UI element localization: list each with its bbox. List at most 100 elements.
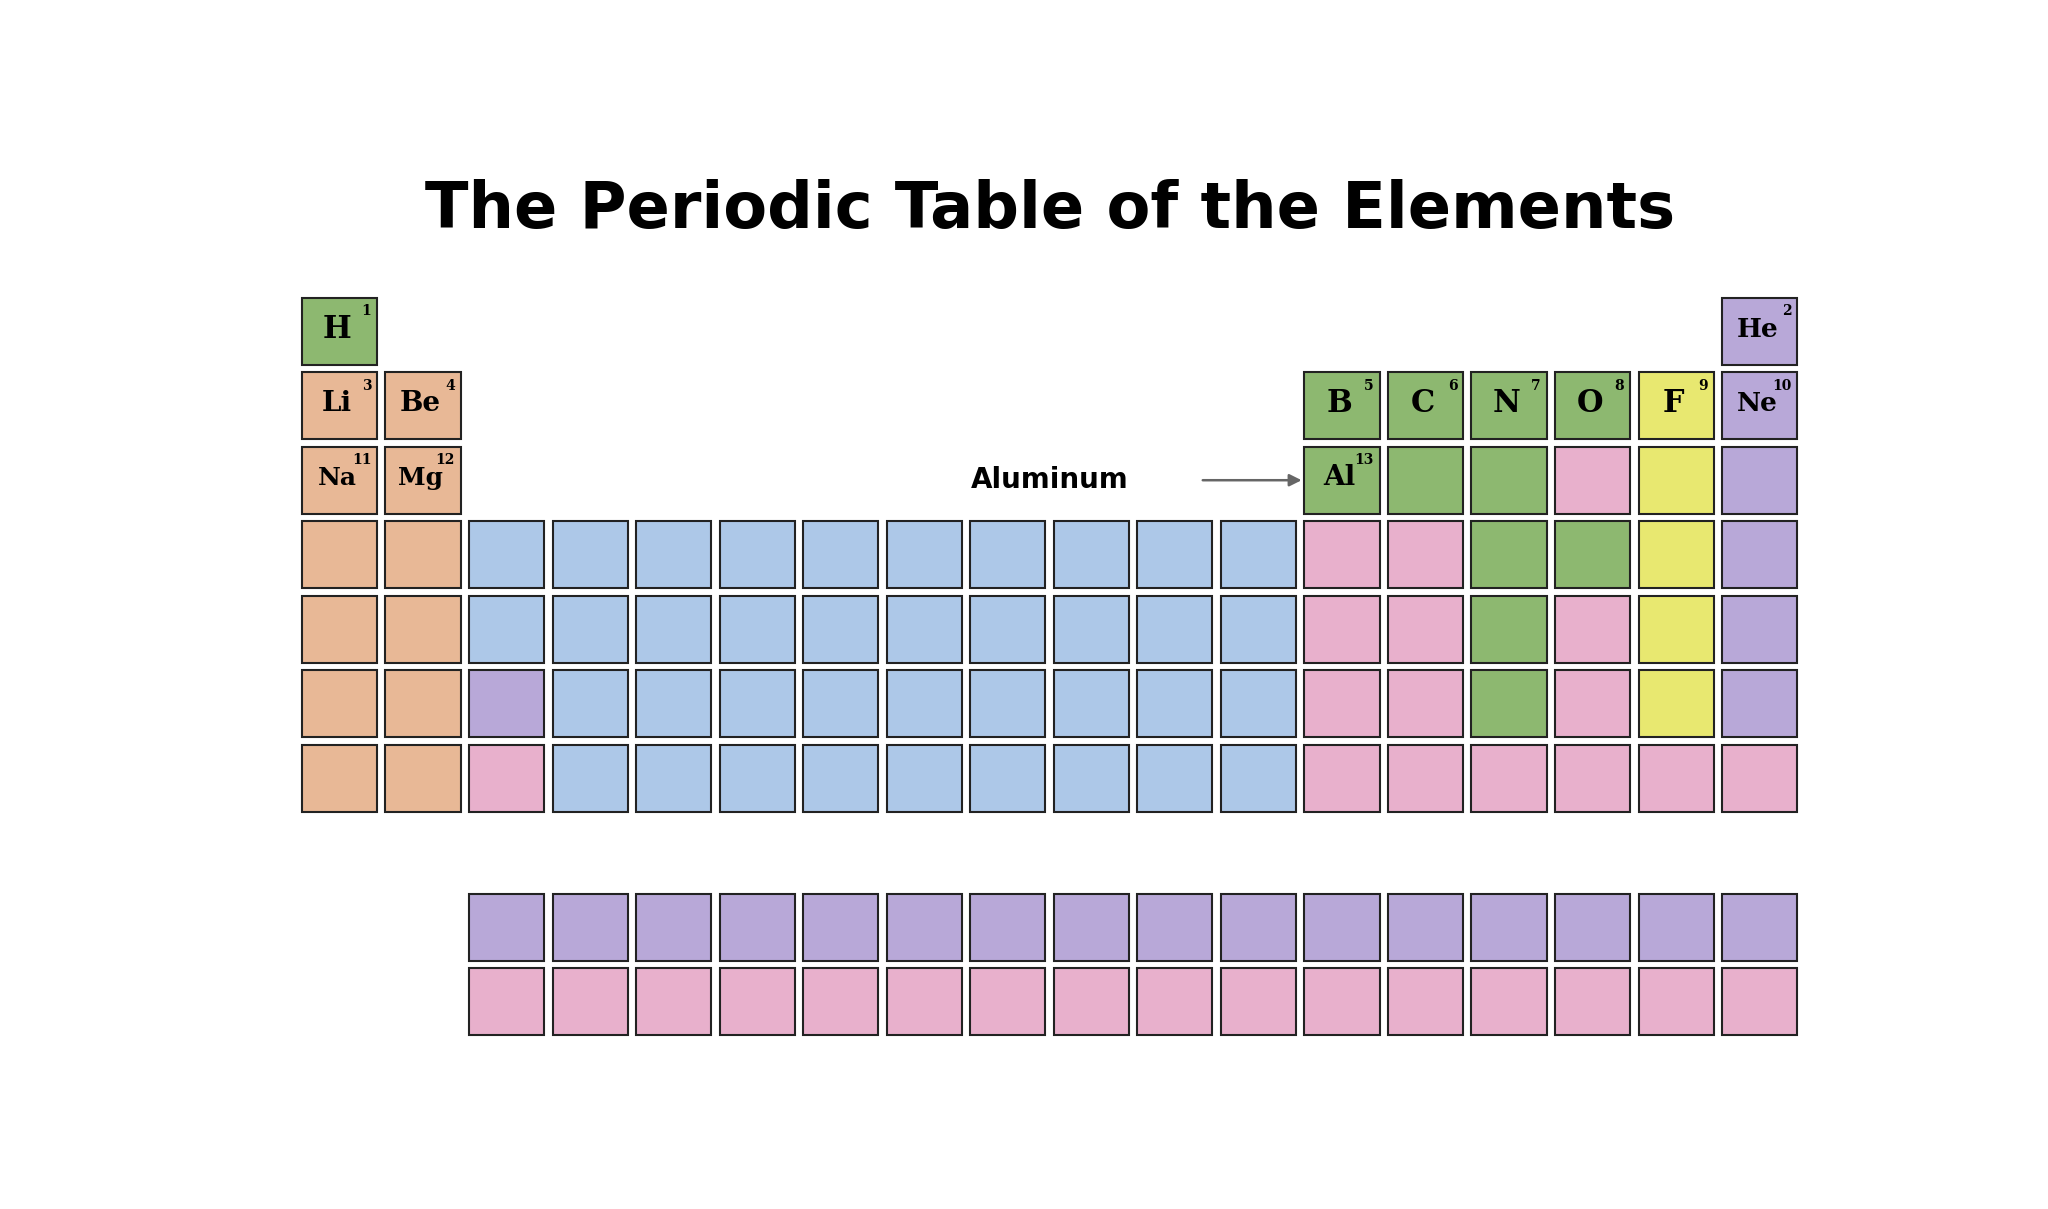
Bar [301, 745, 377, 811]
Bar [469, 968, 545, 1035]
Bar [971, 596, 1044, 663]
Bar [301, 670, 377, 737]
Text: Aluminum: Aluminum [971, 467, 1128, 494]
Text: 3: 3 [362, 378, 371, 393]
Text: 1: 1 [362, 305, 371, 318]
Bar [1554, 521, 1630, 589]
Bar [803, 596, 879, 663]
Bar [553, 745, 629, 811]
Bar [1722, 968, 1798, 1035]
Bar [1470, 893, 1546, 961]
Text: 10: 10 [1772, 378, 1792, 393]
Bar [1638, 596, 1714, 663]
Bar [1638, 968, 1714, 1035]
Text: 6: 6 [1448, 378, 1458, 393]
Bar [469, 745, 545, 811]
Bar [1554, 596, 1630, 663]
Bar [301, 596, 377, 663]
Bar [1722, 596, 1798, 663]
Bar [1137, 745, 1212, 811]
Bar [637, 968, 711, 1035]
Bar [1554, 372, 1630, 439]
Bar [1470, 521, 1546, 589]
Bar [887, 968, 963, 1035]
Bar [469, 893, 545, 961]
Bar [469, 596, 545, 663]
Bar [719, 893, 795, 961]
Bar [1137, 893, 1212, 961]
Bar [1554, 893, 1630, 961]
Text: The Periodic Table of the Elements: The Periodic Table of the Elements [424, 179, 1675, 241]
Bar [1305, 670, 1380, 737]
Bar [719, 596, 795, 663]
Bar [1638, 893, 1714, 961]
Bar [1722, 745, 1798, 811]
Text: He: He [1737, 317, 1778, 341]
Text: F: F [1663, 388, 1683, 420]
Bar [719, 670, 795, 737]
Text: C: C [1411, 388, 1436, 420]
Bar [1389, 745, 1462, 811]
Text: 8: 8 [1614, 378, 1624, 393]
Bar [1554, 745, 1630, 811]
Text: Mg: Mg [397, 465, 442, 490]
Bar [887, 745, 963, 811]
Bar [1554, 446, 1630, 514]
Bar [1554, 670, 1630, 737]
Bar [1470, 372, 1546, 439]
Text: O: O [1577, 388, 1604, 420]
Text: Na: Na [317, 465, 356, 490]
Bar [1055, 745, 1128, 811]
Bar [1638, 372, 1714, 439]
Bar [719, 968, 795, 1035]
Bar [469, 670, 545, 737]
Bar [971, 670, 1044, 737]
Bar [1389, 968, 1462, 1035]
Bar [1055, 968, 1128, 1035]
Bar [301, 446, 377, 514]
Bar [971, 893, 1044, 961]
Bar [637, 596, 711, 663]
Bar [1305, 372, 1380, 439]
Bar [385, 446, 461, 514]
Bar [1055, 893, 1128, 961]
Text: 4: 4 [444, 378, 455, 393]
Bar [553, 670, 629, 737]
Bar [1389, 521, 1462, 589]
Bar [971, 745, 1044, 811]
Bar [385, 670, 461, 737]
Text: B: B [1327, 388, 1352, 420]
Bar [1470, 446, 1546, 514]
Bar [971, 968, 1044, 1035]
Bar [887, 670, 963, 737]
Bar [1470, 745, 1546, 811]
Bar [1722, 446, 1798, 514]
Bar [1638, 521, 1714, 589]
Bar [1221, 670, 1296, 737]
Bar [1554, 968, 1630, 1035]
Bar [1137, 521, 1212, 589]
Bar [1470, 670, 1546, 737]
Bar [1389, 893, 1462, 961]
Bar [1389, 372, 1462, 439]
Text: Ne: Ne [1737, 391, 1778, 416]
Text: Li: Li [322, 391, 352, 417]
Bar [1137, 968, 1212, 1035]
Bar [385, 745, 461, 811]
Bar [1638, 745, 1714, 811]
Text: 5: 5 [1364, 378, 1374, 393]
Bar [1722, 521, 1798, 589]
Bar [1722, 893, 1798, 961]
Bar [1137, 596, 1212, 663]
Text: H: H [324, 313, 352, 345]
Bar [1389, 446, 1462, 514]
Bar [1389, 596, 1462, 663]
Text: 9: 9 [1698, 378, 1708, 393]
Bar [1137, 670, 1212, 737]
Bar [887, 596, 963, 663]
Bar [1221, 745, 1296, 811]
Bar [1305, 521, 1380, 589]
Bar [1221, 968, 1296, 1035]
Bar [1305, 596, 1380, 663]
Bar [803, 670, 879, 737]
